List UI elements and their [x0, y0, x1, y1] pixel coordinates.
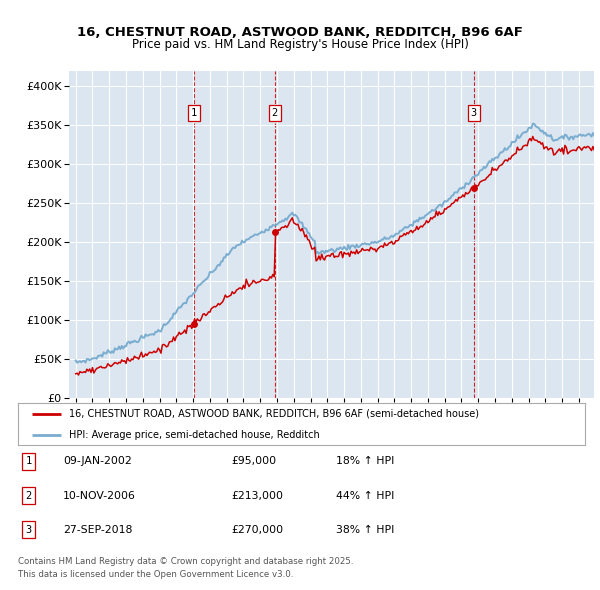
Text: 44% ↑ HPI: 44% ↑ HPI — [336, 491, 394, 500]
Text: £213,000: £213,000 — [231, 491, 283, 500]
Text: 16, CHESTNUT ROAD, ASTWOOD BANK, REDDITCH, B96 6AF (semi-detached house): 16, CHESTNUT ROAD, ASTWOOD BANK, REDDITC… — [69, 409, 479, 418]
Text: 16, CHESTNUT ROAD, ASTWOOD BANK, REDDITCH, B96 6AF: 16, CHESTNUT ROAD, ASTWOOD BANK, REDDITC… — [77, 26, 523, 39]
Text: 38% ↑ HPI: 38% ↑ HPI — [336, 525, 394, 535]
Text: 2: 2 — [26, 491, 32, 500]
Text: 09-JAN-2002: 09-JAN-2002 — [63, 457, 132, 466]
Text: £270,000: £270,000 — [231, 525, 283, 535]
Text: 1: 1 — [26, 457, 32, 466]
Text: Price paid vs. HM Land Registry's House Price Index (HPI): Price paid vs. HM Land Registry's House … — [131, 38, 469, 51]
Text: HPI: Average price, semi-detached house, Redditch: HPI: Average price, semi-detached house,… — [69, 430, 320, 440]
Text: 3: 3 — [26, 525, 32, 535]
Text: 18% ↑ HPI: 18% ↑ HPI — [336, 457, 394, 466]
Text: Contains HM Land Registry data © Crown copyright and database right 2025.: Contains HM Land Registry data © Crown c… — [18, 557, 353, 566]
Text: This data is licensed under the Open Government Licence v3.0.: This data is licensed under the Open Gov… — [18, 570, 293, 579]
Text: 27-SEP-2018: 27-SEP-2018 — [63, 525, 133, 535]
Text: 1: 1 — [190, 109, 197, 119]
Text: 3: 3 — [471, 109, 477, 119]
Text: 2: 2 — [272, 109, 278, 119]
Text: 10-NOV-2006: 10-NOV-2006 — [63, 491, 136, 500]
Text: £95,000: £95,000 — [231, 457, 276, 466]
